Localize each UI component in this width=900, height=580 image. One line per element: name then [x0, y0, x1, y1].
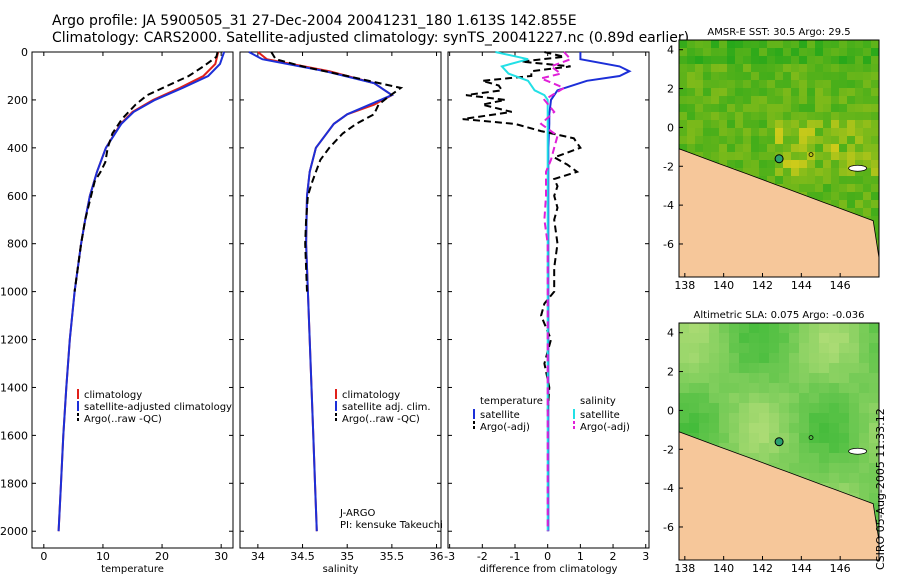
- map-frame: [678, 39, 880, 278]
- x-tick-label: 138: [674, 562, 695, 575]
- profile-panel-difference: -3 -2 -1 0 1 2 3 difference from climatology tem…: [444, 51, 650, 575]
- x-axis-label: temperature: [101, 564, 164, 575]
- legend-label: Argo(..raw -QC): [84, 414, 162, 425]
- x-tick-label: -3: [444, 550, 455, 563]
- x-tick-label: 140: [713, 279, 734, 292]
- legend-label: satellite adj. clim.: [342, 402, 431, 413]
- map-title: AMSR-E SST: 30.5 Argo: 29.5: [707, 27, 850, 38]
- x-tick-label: 35: [340, 550, 354, 563]
- y-tick-label: 800: [7, 238, 28, 251]
- series-line-difference-1: [462, 51, 582, 412]
- y-tick-label: 2: [667, 366, 674, 379]
- x-tick-label: 34.5: [290, 550, 315, 563]
- map-frame: [678, 322, 880, 561]
- x-tick-label: -1: [510, 550, 521, 563]
- map-field: [679, 40, 879, 277]
- y-tick-label: 0: [667, 404, 674, 417]
- map-panel-sst_map: AMSR-E SST: 30.5 Argo: 29.5 138 140 142 144 1…: [663, 27, 880, 292]
- y-tick-label: -4: [663, 199, 674, 212]
- x-axis-label: salinity: [323, 564, 359, 575]
- y-tick-label: 1800: [0, 477, 28, 490]
- island-shape: [808, 435, 814, 441]
- x-tick-label: 36: [430, 550, 444, 563]
- panel-annotation: PI: kensuke Takeuchi: [340, 520, 443, 531]
- land-mass: [679, 431, 879, 560]
- profile-panel-salinity: 34 34.5 35 35.5 36 salinity climatologysatelli…: [239, 51, 444, 575]
- x-tick-label: 10: [96, 550, 110, 563]
- legend-heading: temperature: [480, 396, 543, 407]
- legend-label: climatology: [342, 390, 400, 401]
- island-shape: [848, 447, 868, 455]
- y-tick-label: 1400: [0, 381, 28, 394]
- legend-heading: salinity: [580, 396, 616, 407]
- credit-stamp: CSIRO 05-Aug-2005 11:33:12: [874, 408, 887, 570]
- y-tick-label: 1000: [0, 286, 28, 299]
- y-tick-label: -2: [663, 443, 674, 456]
- plot-frame-salinity: [239, 51, 442, 549]
- plot-frame-temperature: [31, 51, 234, 549]
- x-tick-label: 138: [674, 279, 695, 292]
- x-tick-label: -2: [477, 550, 488, 563]
- y-tick-label: -6: [663, 521, 674, 534]
- y-tick-label: 4: [667, 327, 674, 340]
- y-tick-label: 2000: [0, 525, 28, 538]
- series-line-difference-3: [537, 51, 573, 532]
- x-tick-label: 142: [752, 279, 773, 292]
- y-tick-label: 200: [7, 94, 28, 107]
- x-tick-label: 144: [791, 562, 812, 575]
- figure-title-line-1: Argo profile: JA 5900505_31 27-Dec-2004 …: [52, 13, 577, 29]
- x-tick-label: 144: [791, 279, 812, 292]
- y-tick-label: 4: [667, 44, 674, 57]
- x-tick-label: 142: [752, 562, 773, 575]
- x-tick-label: 34: [251, 550, 265, 563]
- y-tick-label: -2: [663, 160, 674, 173]
- legend-label: climatology: [84, 390, 142, 401]
- y-tick-label: 2: [667, 83, 674, 96]
- legend-label: Argo(..raw -QC): [342, 414, 420, 425]
- y-tick-label: 600: [7, 190, 28, 203]
- legend-label: Argo(-adj): [580, 422, 630, 433]
- x-tick-label: 1: [577, 550, 584, 563]
- map-panel-sla_map: Altimetric SLA: 0.075 Argo: -0.036 138 140…: [663, 310, 880, 575]
- x-tick-label: 0: [544, 550, 551, 563]
- x-tick-label: 20: [155, 550, 169, 563]
- x-tick-label: 35.5: [380, 550, 405, 563]
- series-line-temperature-2: [73, 51, 219, 292]
- map-field: [679, 323, 879, 560]
- x-tick-label: 3: [642, 550, 649, 563]
- x-tick-label: 146: [830, 279, 851, 292]
- legend-label: Argo(-adj): [480, 422, 530, 433]
- x-tick-label: 0: [40, 550, 47, 563]
- x-tick-label: 146: [830, 562, 851, 575]
- y-tick-label: -4: [663, 482, 674, 495]
- legend-label: satellite: [480, 410, 520, 421]
- legend-label: satellite-adjusted climatology: [84, 402, 232, 413]
- series-line-difference-2: [495, 51, 549, 532]
- series-line-salinity-2: [270, 51, 404, 292]
- legend-label: satellite: [580, 410, 620, 421]
- x-tick-label: 2: [610, 550, 617, 563]
- profile-panel-temperature: 0 10 20 30 0 200 400 600 800 1000 1200 1400 1600 1800…: [0, 46, 234, 575]
- argo-position-marker: [774, 437, 784, 447]
- map-title: Altimetric SLA: 0.075 Argo: -0.036: [694, 310, 865, 321]
- argo-position-marker: [774, 154, 784, 164]
- x-tick-label: 140: [713, 562, 734, 575]
- x-tick-label: 30: [214, 550, 228, 563]
- y-tick-label: 0: [21, 46, 28, 59]
- y-tick-label: 1200: [0, 334, 28, 347]
- panel-annotation: J-ARGO: [339, 508, 376, 519]
- land-mass: [679, 148, 879, 277]
- y-tick-label: 0: [667, 121, 674, 134]
- x-axis-label: difference from climatology: [480, 564, 618, 575]
- figure-title-line-2: Climatology: CARS2000. Satellite-adjuste…: [52, 30, 690, 46]
- island-shape: [808, 152, 814, 158]
- y-tick-label: -6: [663, 238, 674, 251]
- y-tick-label: 1600: [0, 429, 28, 442]
- y-tick-label: 400: [7, 142, 28, 155]
- island-shape: [848, 164, 868, 172]
